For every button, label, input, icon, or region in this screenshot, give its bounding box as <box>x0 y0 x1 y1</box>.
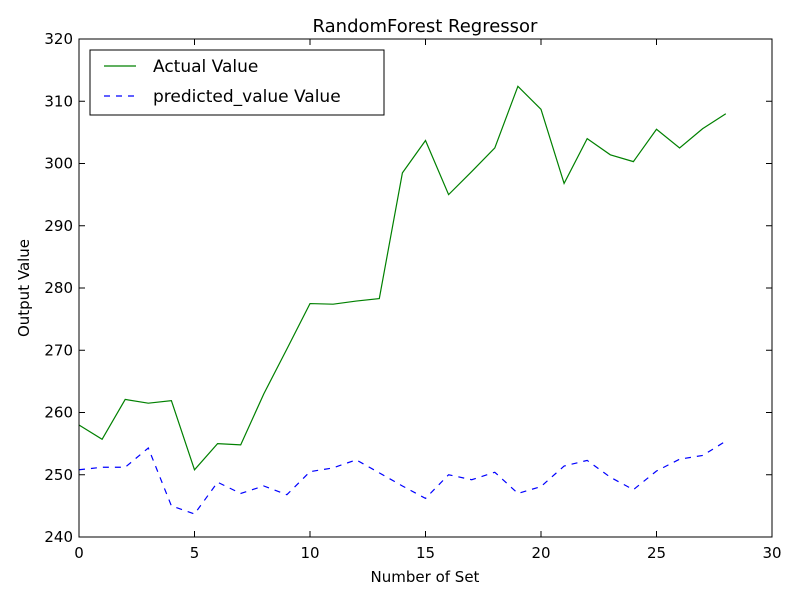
y-tick-label: 250 <box>44 466 73 484</box>
x-tick-label: 10 <box>300 544 319 562</box>
y-tick-label: 300 <box>44 155 73 173</box>
series-line-predicted <box>78 440 727 515</box>
ticks-layer: 0 5 10 15 20 25 30 240 250 260 270 280 290 300 310 320 <box>44 30 781 562</box>
y-tick-label: 310 <box>44 92 73 110</box>
y-tick-label: 290 <box>44 217 73 235</box>
legend: Actual Value predicted_value Value <box>89 49 385 116</box>
y-tick-label: 260 <box>44 404 73 422</box>
legend-label-predicted: predicted_value Value <box>153 87 341 107</box>
y-tick-label: 320 <box>44 30 73 48</box>
x-tick-label: 20 <box>531 544 550 562</box>
y-tick-label: 240 <box>44 528 73 546</box>
x-tick-label: 15 <box>416 544 435 562</box>
series-layer <box>78 85 727 515</box>
x-tick-label: 5 <box>190 544 200 562</box>
y-tick-label: 280 <box>44 279 73 297</box>
series-line-actual <box>78 85 727 471</box>
x-tick-label: 25 <box>647 544 666 562</box>
y-tick-label: 270 <box>44 341 73 359</box>
chart-title: RandomForest Regressor <box>313 16 539 37</box>
y-axis-label: Output Value <box>15 239 33 337</box>
legend-box <box>89 49 385 116</box>
x-tick-label: 30 <box>762 544 781 562</box>
x-axis-label: Number of Set <box>371 568 480 586</box>
x-tick-label: 0 <box>74 544 84 562</box>
legend-label-actual: Actual Value <box>153 57 258 77</box>
